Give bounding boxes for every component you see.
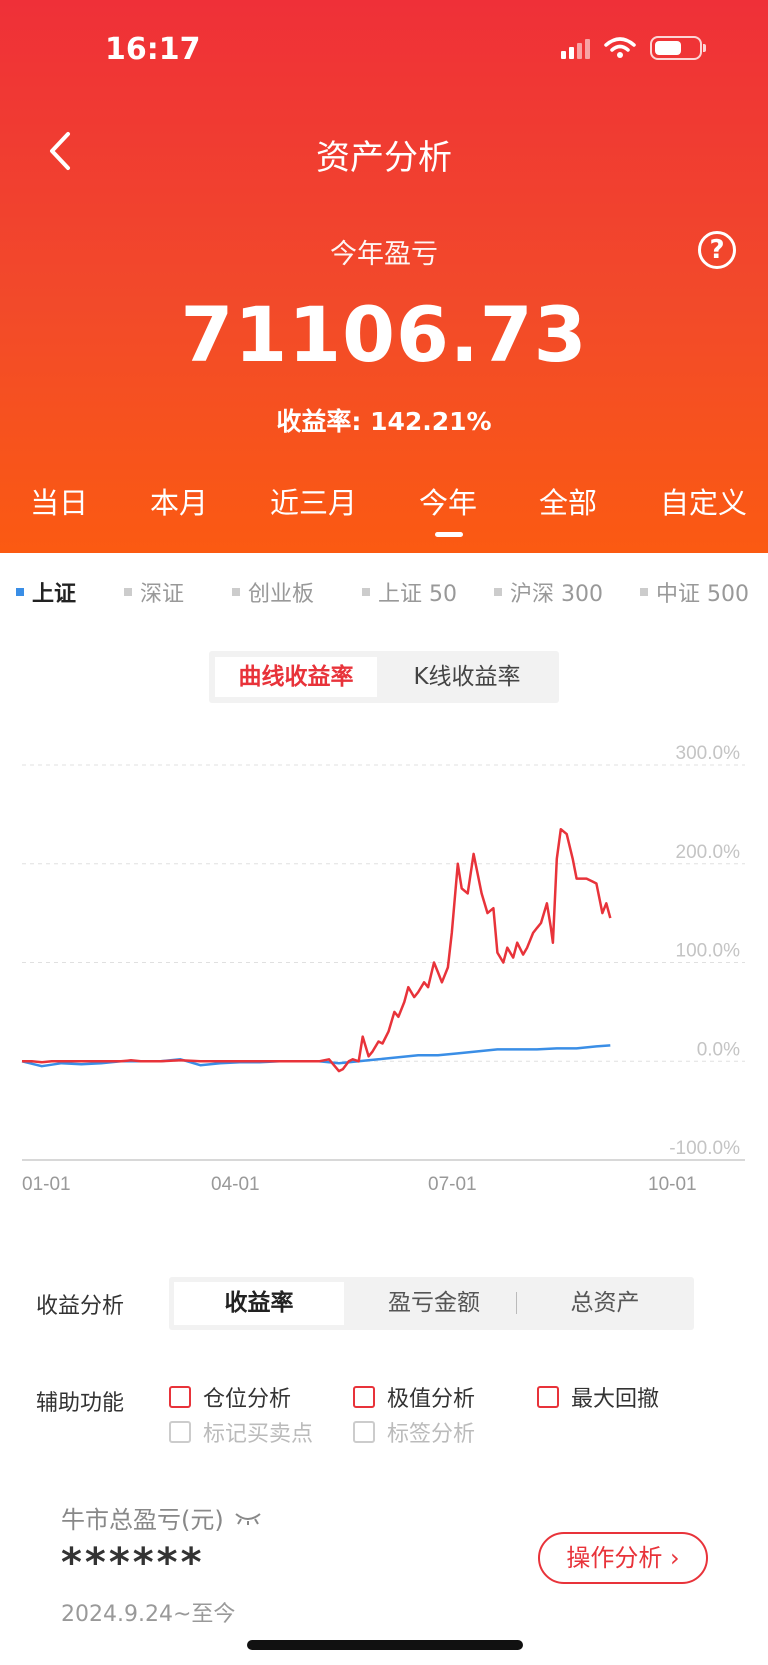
checkbox-icon	[537, 1386, 559, 1408]
y-tick-label: 300.0%	[676, 743, 741, 764]
index-tab-csi300[interactable]: 沪深 300	[494, 576, 603, 608]
kline-return-button[interactable]: K线收益率	[413, 664, 521, 690]
bull-date-range: 2024.9.24~至今	[61, 1602, 236, 1627]
bullet-icon	[640, 588, 648, 596]
y-tick-label: 100.0%	[676, 941, 741, 962]
tag-analysis-checkbox: 标签分析	[353, 1416, 475, 1448]
header: 16:17 资产分析 今年盈亏 ? 71106.73 收益率: 142.21% …	[0, 0, 768, 553]
analysis-toggle: 收益率 盈亏金额 总资产	[169, 1277, 694, 1330]
divider	[516, 1292, 517, 1314]
return-chart: 300.0% 200.0% 100.0% 0.0% -100.0% 01-01 04-01 0…	[21, 743, 745, 1195]
index-tab-sh[interactable]: 上证	[16, 576, 76, 608]
y-tick-label: 0.0%	[697, 1039, 740, 1060]
return-rate-button[interactable]: 收益率	[174, 1282, 344, 1325]
curve-return-button[interactable]: 曲线收益率	[215, 657, 377, 697]
active-tab-indicator	[435, 532, 463, 537]
page-title: 资产分析	[316, 138, 452, 178]
period-tabs: 当日 本月 近三月 今年 全部 自定义	[0, 480, 768, 540]
help-icon[interactable]: ?	[698, 231, 736, 269]
bull-profit-value: ******	[61, 1540, 205, 1586]
profit-amount-button[interactable]: 盈亏金额	[388, 1290, 480, 1316]
eye-closed-icon[interactable]	[234, 1510, 262, 1526]
operation-analysis-button[interactable]: 操作分析 ›	[538, 1532, 708, 1584]
wifi-icon	[604, 37, 636, 58]
bullet-icon	[232, 588, 240, 596]
profit-subtitle: 今年盈亏	[330, 239, 438, 270]
bullet-icon	[494, 588, 502, 596]
tab-month[interactable]: 本月	[150, 486, 209, 520]
index-tab-csi500[interactable]: 中证 500	[640, 576, 749, 608]
bullet-icon	[124, 588, 132, 596]
checkbox-icon	[353, 1421, 375, 1443]
checkbox-icon	[169, 1386, 191, 1408]
tab-custom[interactable]: 自定义	[660, 486, 748, 520]
index-tab-sz[interactable]: 深证	[124, 576, 184, 608]
total-assets-button[interactable]: 总资产	[570, 1290, 640, 1316]
chart-mode-toggle: 曲线收益率 K线收益率	[209, 651, 559, 703]
tab-today[interactable]: 当日	[30, 486, 89, 520]
checkbox-icon	[353, 1386, 375, 1408]
battery-icon	[650, 36, 706, 60]
status-time: 16:17	[105, 32, 201, 67]
x-tick-label: 01-01	[22, 1174, 71, 1195]
aux-label: 辅助功能	[36, 1391, 125, 1416]
return-rate: 收益率: 142.21%	[276, 407, 492, 436]
profit-value: 71106.73	[180, 290, 588, 379]
index-tab-gem[interactable]: 创业板	[232, 576, 314, 608]
index-tabs: 上证 深证 创业板 上证 50 沪深 300 中证 500	[0, 576, 768, 610]
status-icons	[561, 36, 706, 60]
index-tab-sse50[interactable]: 上证 50	[362, 576, 457, 608]
bullet-icon	[362, 588, 370, 596]
x-tick-label: 04-01	[211, 1174, 260, 1195]
home-indicator	[247, 1640, 523, 1650]
signal-icon	[561, 37, 590, 59]
bull-profit-label: 牛市总盈亏(元)	[61, 1500, 262, 1535]
portfolio-return-line	[22, 827, 612, 1073]
extreme-analysis-checkbox[interactable]: 极值分析	[353, 1381, 475, 1413]
checkbox-icon	[169, 1421, 191, 1443]
tab-all[interactable]: 全部	[539, 486, 598, 520]
position-analysis-checkbox[interactable]: 仓位分析	[169, 1381, 291, 1413]
index-return-line	[21, 1044, 611, 1068]
analysis-label: 收益分析	[36, 1294, 125, 1319]
x-tick-label: 07-01	[428, 1174, 477, 1195]
tab-three-months[interactable]: 近三月	[270, 486, 358, 520]
y-tick-label: -100.0%	[669, 1138, 740, 1159]
back-button[interactable]	[40, 126, 80, 176]
trade-points-checkbox: 标记买卖点	[169, 1416, 313, 1448]
max-drawdown-checkbox[interactable]: 最大回撤	[537, 1381, 659, 1413]
y-tick-label: 200.0%	[676, 842, 741, 863]
tab-this-year[interactable]: 今年	[419, 486, 478, 520]
x-tick-label: 10-01	[648, 1174, 697, 1195]
bullet-icon	[16, 588, 24, 596]
